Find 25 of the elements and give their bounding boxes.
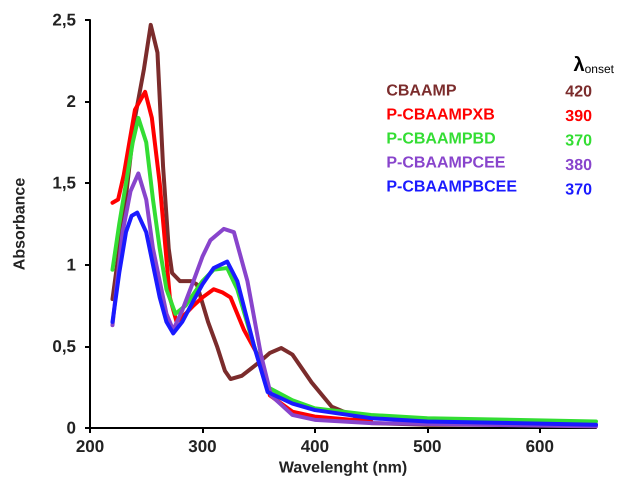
x-tick-label: 200: [76, 437, 104, 456]
text: P-CBAAMPXB: [386, 106, 495, 124]
text: P-CBAAMPBCEE: [386, 178, 518, 196]
text: P-CBAAMPBD: [386, 130, 496, 148]
annotation: 370: [565, 132, 592, 150]
annotation: 420: [565, 84, 592, 100]
text: P-CBAAMPCEE: [386, 154, 506, 172]
y-axis-title: Absorbance: [12, 178, 28, 270]
x-tick-label: 600: [526, 437, 554, 456]
line-series: [110, 210, 598, 427]
annotation: λonset: [574, 54, 615, 76]
x-tick-label: 400: [300, 437, 330, 456]
x-axis-title: Wavelenght (nm): [278, 459, 408, 476]
text: CBAAMP: [386, 82, 457, 100]
y-tick-label: 1: [66, 255, 76, 274]
y-tick-label: 0: [66, 418, 76, 438]
annotation: 380: [565, 157, 592, 174]
x-tick-label: 500: [413, 437, 442, 456]
y-tick-label: 2,5: [52, 10, 76, 30]
annotation: 370: [565, 182, 592, 198]
y-tick-label: 0,5: [52, 336, 76, 356]
x-tick-label: 300: [188, 437, 217, 456]
annotation: 390: [565, 108, 592, 125]
y-tick-label: 1,5: [52, 174, 76, 193]
y-tick-label: 2: [66, 92, 76, 112]
